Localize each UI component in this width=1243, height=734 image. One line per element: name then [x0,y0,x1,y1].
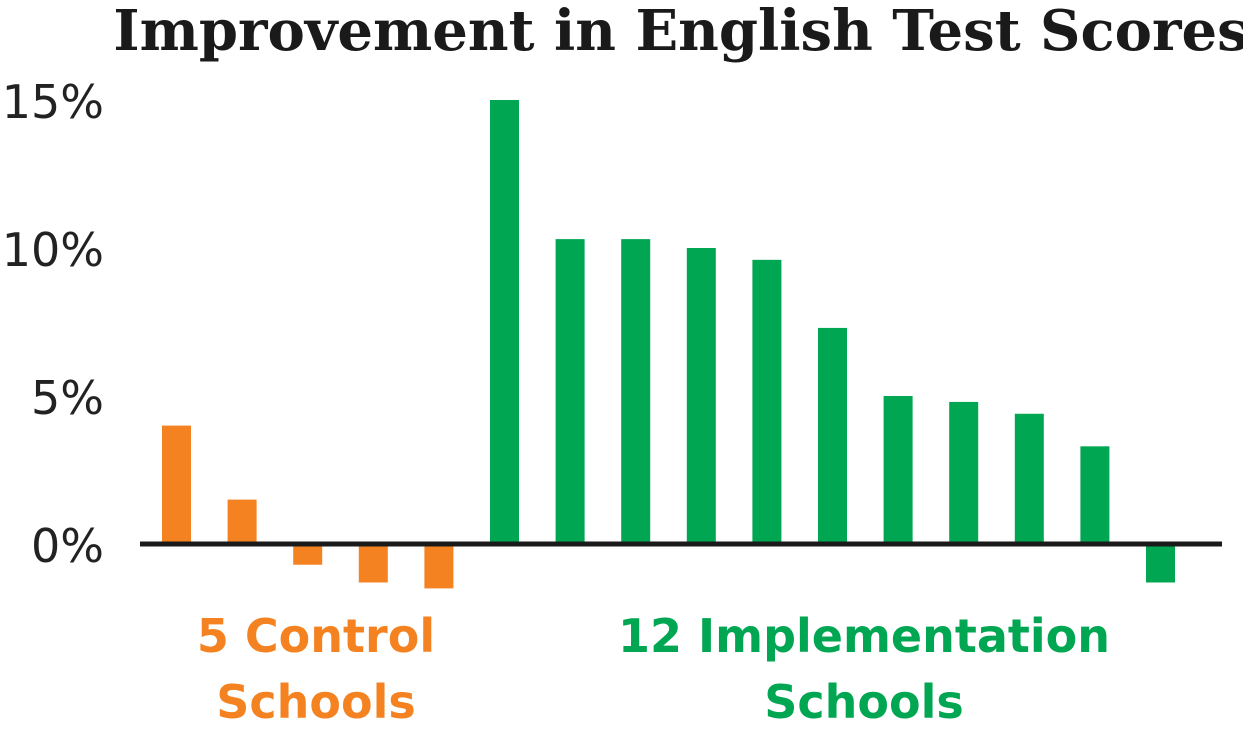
bar [1080,446,1110,544]
group-labels: 5 Control Schools 12 Implementation Schools [197,609,1110,729]
bar [752,259,782,544]
y-axis-tick-labels: 0% 5% 10% 15% [2,75,104,573]
bar [424,544,454,589]
group-label-line: Schools [764,675,964,729]
y-tick-label: 0% [31,519,104,573]
bar [490,100,519,544]
y-tick-label: 15% [2,75,104,129]
bar [358,544,388,583]
group-label-line: Schools [216,675,416,729]
y-tick-label: 5% [31,371,104,425]
bar [949,401,979,544]
bar [162,425,191,544]
bar [1146,544,1175,583]
bar [1014,413,1044,544]
bar [883,396,913,544]
bar [686,248,716,544]
group-label-line: 12 Implementation [618,609,1110,663]
group-label-line: 5 Control [197,609,435,663]
y-tick-label: 10% [2,223,104,277]
bar [555,239,585,544]
bars-group [162,100,1175,589]
chart-title: Improvement in English Test Scores [113,0,1243,64]
bar [293,544,323,565]
bar [621,239,651,544]
bar [227,499,257,544]
bar [818,327,847,544]
